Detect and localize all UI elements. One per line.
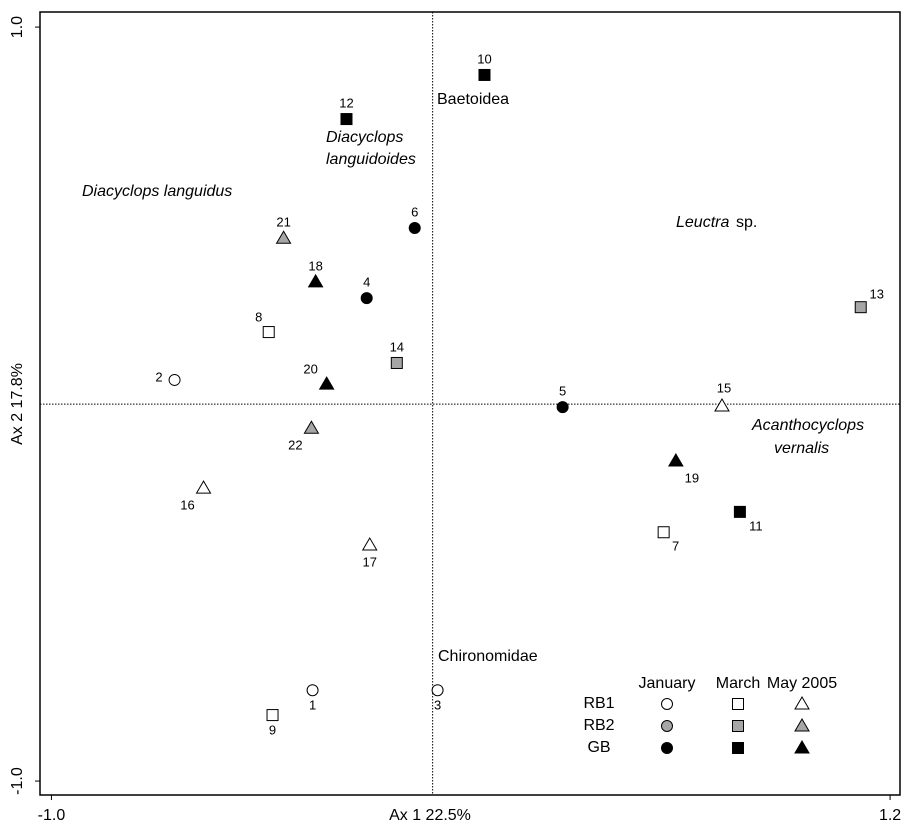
point-label: 8 (255, 309, 262, 324)
point-label: 4 (363, 275, 370, 290)
point-label: 16 (180, 498, 194, 513)
point-label: 13 (870, 287, 884, 302)
point (361, 537, 378, 551)
legend-marker (661, 720, 673, 732)
point (431, 684, 444, 697)
plot-frame (39, 11, 901, 796)
legend-marker (732, 720, 744, 732)
y-tick-label: -1.0 (9, 767, 26, 795)
x-tick-label: 1.2 (879, 807, 901, 824)
point (733, 505, 746, 518)
point (195, 480, 212, 494)
point-label: 19 (685, 470, 699, 485)
annotation: Diacyclops (326, 129, 403, 146)
point-label: 12 (339, 96, 353, 111)
point-label: 1 (309, 698, 316, 713)
point-label: 10 (477, 51, 491, 66)
y-tick-label: 1.0 (9, 16, 26, 38)
point-label: 6 (411, 204, 418, 219)
point-label: 11 (749, 518, 763, 533)
point (667, 452, 684, 467)
annotation: vernalis (774, 440, 829, 457)
annotation: Chironomidae (438, 648, 538, 665)
point-label: 20 (303, 362, 317, 377)
point (262, 326, 275, 339)
point-label: 9 (269, 723, 276, 738)
x-tick-label: -1.0 (38, 807, 66, 824)
legend-label: RB1 (583, 695, 614, 712)
annotation: languidoides (326, 151, 416, 168)
point (266, 709, 279, 722)
legend-marker (794, 696, 810, 710)
point-label: 2 (155, 369, 162, 384)
point (318, 376, 335, 390)
point (340, 113, 353, 126)
annotation: Diacyclops languidus (82, 183, 232, 200)
point (303, 420, 320, 434)
point (714, 397, 730, 412)
point-label: 7 (672, 539, 679, 554)
legend-header: January (639, 675, 696, 692)
x-axis-label: Ax 1 22.5% (389, 807, 471, 824)
point-label: 14 (390, 339, 404, 354)
point (307, 273, 324, 288)
point-label: 22 (288, 438, 302, 453)
point (306, 684, 319, 697)
annotation: sp. (736, 214, 757, 231)
annotation: Leuctra (676, 214, 729, 231)
annotation: Acanthocyclops (751, 417, 864, 434)
y-axis-label: Ax 2 17.8% (9, 363, 26, 445)
point-label: 21 (276, 215, 290, 230)
annotation: Baetoidea (437, 91, 509, 108)
legend-header: March (716, 675, 760, 692)
point (275, 230, 292, 244)
legend-label: GB (587, 739, 610, 756)
point-label: 15 (717, 380, 731, 395)
point (390, 356, 403, 369)
point-label: 3 (434, 698, 441, 713)
point-label: 18 (308, 258, 322, 273)
point-label: 17 (363, 554, 377, 569)
legend-marker (661, 698, 673, 710)
legend-marker (661, 742, 673, 754)
legend-marker (794, 718, 810, 732)
legend-marker (732, 742, 744, 754)
legend-marker (794, 740, 810, 754)
legend-header: May 2005 (767, 675, 837, 692)
point (854, 301, 867, 314)
point (657, 526, 670, 539)
point (360, 292, 373, 305)
point (556, 401, 569, 414)
point (478, 68, 491, 81)
point (408, 222, 421, 235)
point-label: 5 (559, 384, 566, 399)
point (168, 373, 181, 386)
legend-label: RB2 (583, 717, 614, 734)
legend-marker (732, 698, 744, 710)
